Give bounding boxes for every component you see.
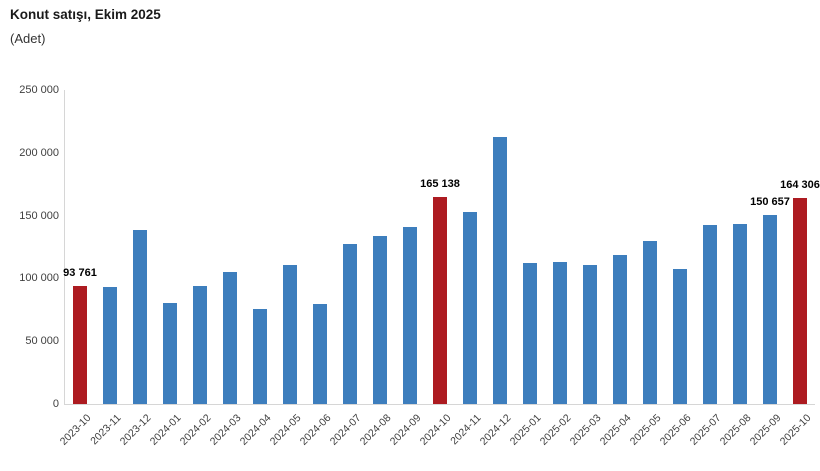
bar-2023-10[interactable] [73, 286, 87, 404]
y-tick-50000: 50 000 [25, 335, 59, 348]
bar-2025-03[interactable] [583, 264, 597, 404]
bar-2025-09[interactable] [763, 214, 777, 404]
bar-2024-07[interactable] [343, 244, 357, 404]
plot-area: 0 50 000 100 000 150 000 200 000 250 000 93 7… [19, 84, 820, 448]
bar-2024-04[interactable] [253, 309, 267, 404]
bar-2025-07[interactable] [703, 224, 717, 404]
bar-2025-02[interactable] [553, 262, 567, 404]
y-tick-150000: 150 000 [19, 209, 59, 222]
bar-value-label-2023-10: 93 761 [63, 267, 97, 280]
bar-2024-02[interactable] [193, 286, 207, 404]
bar-2023-12[interactable] [133, 229, 147, 404]
bar-2025-08[interactable] [733, 224, 747, 404]
bar-2025-04[interactable] [613, 255, 627, 404]
bar-2024-11[interactable] [463, 211, 477, 404]
y-tick-0: 0 [52, 398, 59, 410]
chart-subtitle: (Adet) [10, 31, 46, 46]
bar-2024-08[interactable] [373, 235, 387, 404]
y-tick-250000: 250 000 [19, 84, 59, 96]
bar-2024-06[interactable] [313, 304, 327, 404]
bar-value-label-2024-10: 165 138 [420, 177, 460, 190]
bar-2024-10[interactable] [433, 196, 447, 404]
bar-value-label-2025-10: 164 306 [780, 178, 820, 191]
bar-2024-12[interactable] [493, 136, 507, 404]
bar-2025-10[interactable] [793, 197, 807, 404]
chart-title: Konut satışı, Ekim 2025 [10, 7, 161, 22]
bar-2024-03[interactable] [223, 271, 237, 404]
y-tick-200000: 200 000 [19, 146, 59, 159]
bar-2025-05[interactable] [643, 240, 657, 404]
bar-value-label-2025-09: 150 657 [750, 195, 790, 208]
bar-2024-05[interactable] [283, 265, 297, 404]
bar-2024-09[interactable] [403, 227, 417, 404]
y-tick-100000: 100 000 [19, 272, 59, 285]
bar-2025-01[interactable] [523, 263, 537, 404]
bar-2025-06[interactable] [673, 268, 687, 404]
bar-2023-11[interactable] [103, 286, 117, 404]
bar-2024-01[interactable] [163, 303, 177, 404]
